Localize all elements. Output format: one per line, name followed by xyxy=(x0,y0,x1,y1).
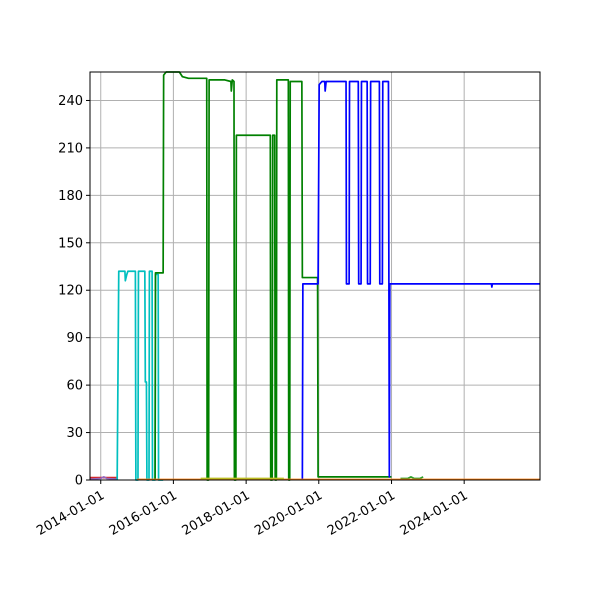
series-line-6 xyxy=(400,475,424,480)
series-line-2 xyxy=(89,475,118,481)
y-tick-label: 180 xyxy=(58,189,83,204)
y-tick-label: 60 xyxy=(66,379,83,394)
y-tick-label: 0 xyxy=(75,474,83,489)
y-tick-label: 120 xyxy=(58,284,83,299)
y-tick-label: 210 xyxy=(58,141,83,156)
y-tick-label: 90 xyxy=(66,331,83,346)
grid-lines xyxy=(90,72,540,481)
y-tick-label: 240 xyxy=(58,94,83,109)
y-tick-label: 150 xyxy=(58,236,83,251)
plot-frame xyxy=(89,71,541,481)
series-line-5 xyxy=(301,80,540,481)
y-tick-label: 30 xyxy=(66,426,83,441)
